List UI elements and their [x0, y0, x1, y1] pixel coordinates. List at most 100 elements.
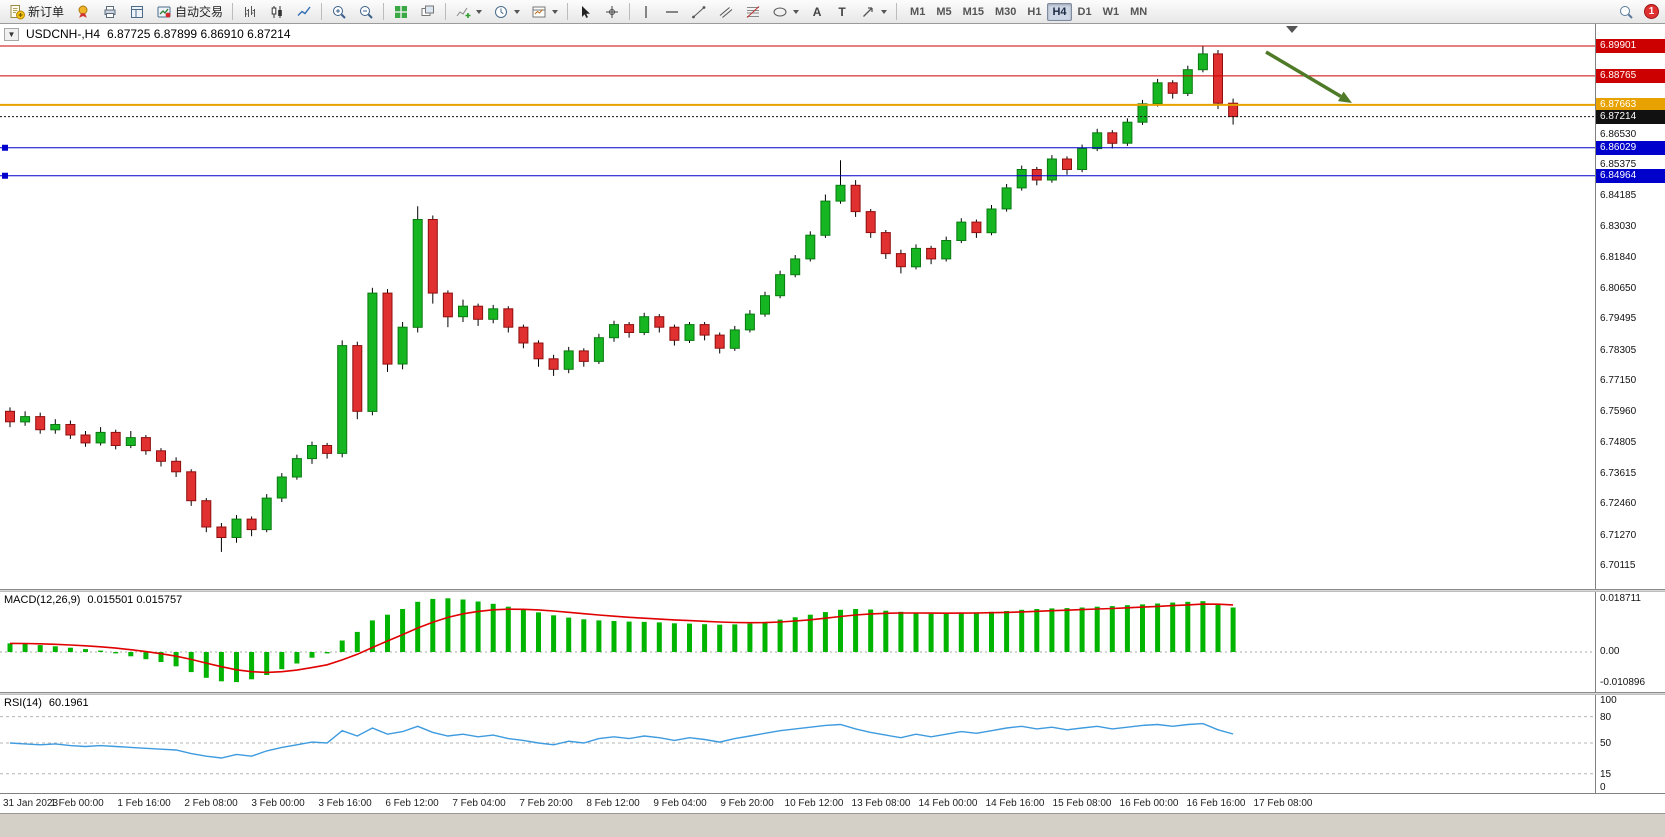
timeframe-h4-button[interactable]: H4	[1047, 2, 1072, 21]
candle-bull	[760, 291, 770, 317]
tile-windows-button[interactable]	[388, 2, 414, 22]
trendline-tool-button[interactable]	[686, 2, 712, 22]
panel-splitter[interactable]	[0, 692, 1665, 695]
notification-badge[interactable]: 1	[1644, 4, 1659, 19]
macd-histogram-bar	[1109, 606, 1115, 652]
price-line-badge: 6.86029	[1596, 140, 1665, 155]
timeframe-d1-button[interactable]: D1	[1073, 3, 1097, 21]
print-icon	[104, 5, 116, 18]
hline-handle[interactable]	[2, 144, 8, 151]
macd-tick: 0.018711	[1600, 593, 1641, 604]
macd-histogram-bar	[279, 652, 285, 670]
print-button[interactable]	[97, 2, 123, 22]
macd-histogram-bar	[762, 621, 768, 652]
channel-tool-button[interactable]	[713, 2, 739, 22]
timeframe-m15-button[interactable]: M15	[958, 3, 989, 21]
templates-button[interactable]	[526, 2, 563, 22]
indicators-caret-icon	[476, 9, 483, 14]
macd-histogram-bar	[807, 614, 813, 652]
periods-button[interactable]	[488, 2, 525, 22]
candle-bull	[1197, 46, 1208, 73]
fibonacci-tool-button[interactable]	[740, 2, 766, 22]
macd-canvas[interactable]	[0, 592, 1595, 692]
macd-signal-line	[9, 603, 1234, 674]
timeframe-m5-button[interactable]: M5	[931, 3, 956, 21]
macd-values: 0.015501 0.015757	[87, 594, 183, 606]
crosshair-button[interactable]	[599, 2, 625, 22]
price-tick: 6.86530	[1600, 128, 1637, 140]
toolbar-separator	[896, 3, 898, 20]
candle-bull	[956, 218, 967, 244]
new-order-button[interactable]: 新订单	[4, 2, 69, 22]
timeframe-m30-button[interactable]: M30	[990, 3, 1021, 21]
timeframe-h1-button[interactable]: H1	[1022, 3, 1046, 21]
chart-shift-marker-icon[interactable]	[1286, 26, 1298, 33]
candle-bear	[518, 324, 529, 349]
macd-histogram-bar	[913, 613, 919, 652]
one-click-trading-toggle[interactable]: ▼	[4, 27, 19, 41]
rsi-canvas[interactable]	[0, 695, 1595, 793]
text-tool-button[interactable]: A	[805, 2, 829, 22]
auto-trading-button[interactable]: 自动交易	[151, 2, 228, 22]
candle-bear	[1062, 156, 1072, 175]
search-button[interactable]	[1613, 2, 1639, 22]
price-tick: 6.80650	[1600, 283, 1637, 295]
vertical-line-tool-button[interactable]	[634, 2, 658, 22]
price-axis[interactable]: 6.86530 6.85375 6.84185 6.83030 6.81840 6.806…	[1595, 24, 1665, 589]
time-label: 9 Feb 04:00	[653, 798, 707, 809]
macd-histogram-bar	[671, 623, 677, 652]
toolbar-separator	[445, 3, 447, 20]
bar-chart-button[interactable]	[237, 2, 263, 22]
hline-handle[interactable]	[2, 172, 8, 179]
zoom-out-button[interactable]	[353, 2, 379, 22]
indicators-button[interactable]	[450, 2, 487, 22]
arrows-tool-button[interactable]	[855, 2, 892, 22]
macd-histogram-bar	[52, 646, 58, 652]
medal-icon	[78, 5, 88, 18]
timeframe-w1-button[interactable]: W1	[1098, 3, 1125, 21]
candle-bear	[352, 341, 363, 420]
time-label: 8 Feb 12:00	[586, 798, 640, 809]
annotation-arrow[interactable]	[1265, 50, 1352, 103]
profiles-button[interactable]	[70, 2, 96, 22]
candle-bear	[714, 332, 725, 354]
candle-bull	[1016, 165, 1027, 191]
line-chart-button[interactable]	[291, 2, 317, 22]
candlestick-chart-button[interactable]	[264, 2, 290, 22]
zoom-in-button[interactable]	[326, 2, 352, 22]
macd-histogram-bar	[822, 612, 828, 652]
macd-histogram-bar	[626, 621, 632, 652]
panel-splitter[interactable]	[0, 589, 1665, 592]
macd-histogram-bar	[883, 610, 889, 652]
macd-histogram-bar	[838, 609, 843, 652]
candle-bear	[1167, 80, 1178, 99]
macd-histogram-bar	[1004, 611, 1010, 652]
timeframe-m1-button[interactable]: M1	[905, 3, 930, 21]
main-chart-canvas[interactable]	[0, 24, 1595, 589]
arrows-caret-icon	[881, 9, 888, 14]
macd-histogram-bar	[520, 609, 526, 652]
time-axis[interactable]: 31 Jan 2023 1 Feb 00:00 1 Feb 16:00 2 Feb 0…	[0, 793, 1665, 813]
rsi-tick: 0	[1600, 782, 1606, 793]
rsi-tick: 80	[1600, 711, 1612, 723]
cursor-icon	[582, 5, 591, 18]
chart-area: ▼ USDCNH-,H4 6.87725 6.87899 6.86910 6.8…	[0, 24, 1665, 813]
timeframe-mn-button[interactable]: MN	[1125, 3, 1152, 21]
cursor-button[interactable]	[572, 2, 598, 22]
candle-bear	[895, 249, 906, 274]
status-bar	[0, 813, 1665, 837]
cascade-windows-button[interactable]	[415, 2, 441, 22]
candle-bear	[1213, 50, 1223, 110]
time-label: 3 Feb 16:00	[318, 798, 372, 809]
macd-histogram-bar	[717, 624, 723, 652]
candle-bull	[125, 431, 136, 449]
macd-histogram-bar	[656, 622, 662, 652]
shapes-tool-button[interactable]	[767, 2, 804, 22]
data-window-button[interactable]	[124, 2, 150, 22]
horizontal-line-tool-button[interactable]	[659, 2, 685, 22]
macd-histogram-bar	[898, 611, 904, 652]
zoom-out-icon	[360, 5, 373, 19]
text-label-tool-button[interactable]: T	[830, 2, 854, 22]
channel-icon	[719, 6, 733, 18]
candle-bull	[261, 494, 272, 533]
